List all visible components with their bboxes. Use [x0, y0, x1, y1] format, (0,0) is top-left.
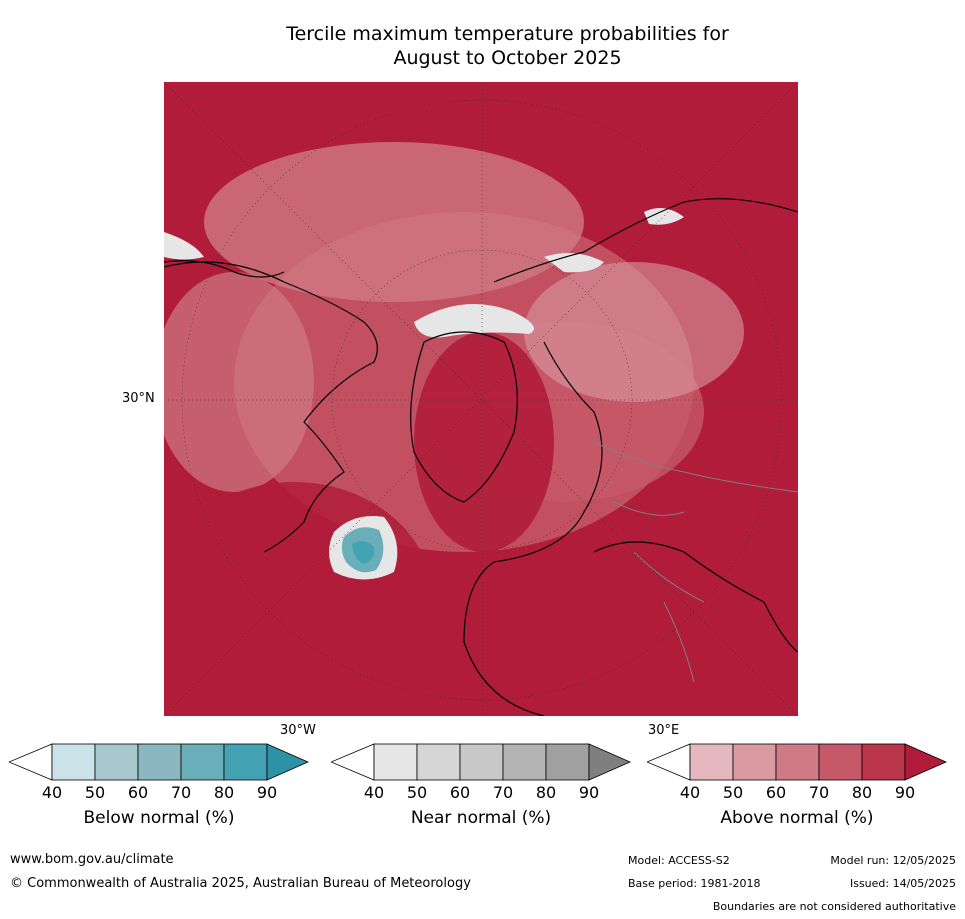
- tick-label: 50: [84, 783, 106, 802]
- cb1-seg-2: [94, 743, 139, 781]
- tick-label: 40: [679, 783, 701, 802]
- tick-label: 50: [722, 783, 744, 802]
- meridian-diag-2: [164, 82, 798, 716]
- colorbar-above-label: Above normal (%): [720, 808, 874, 828]
- coastline-eurasia: [463, 198, 798, 716]
- tick-label: 90: [578, 783, 600, 802]
- coastline-alaska: [164, 260, 285, 278]
- cb1-seg-3: [137, 743, 182, 781]
- coastline-greenland: [410, 331, 518, 503]
- tick-label: 40: [41, 783, 63, 802]
- tick-label: 90: [894, 783, 916, 802]
- cb1-seg-6: [266, 743, 309, 781]
- cb2-seg-0: [331, 743, 375, 781]
- tick-label: 90: [256, 783, 278, 802]
- probability-map: [164, 82, 798, 716]
- tick-label: 60: [127, 783, 149, 802]
- colorbar-near-ticks: 40 50 60 70 80 90: [331, 783, 631, 803]
- region-above-60-north: [204, 142, 584, 302]
- cb1-seg-1: [51, 743, 96, 781]
- colorbar-below-ticks: 40 50 60 70 80 90: [9, 783, 309, 803]
- colorbar-below-label: Below normal (%): [83, 808, 235, 828]
- base-period-text: Base period: 1981-2018: [628, 877, 761, 890]
- lat-label-30n: 30°N: [122, 391, 155, 406]
- graticule-circle-2: [181, 99, 783, 701]
- cb2-seg-3: [459, 743, 504, 781]
- cb1-seg-0: [9, 743, 53, 781]
- boundaries-disclaimer: Boundaries are not considered authoritat…: [712, 900, 956, 913]
- website-link[interactable]: www.bom.gov.au/climate: [10, 852, 174, 867]
- lon-label-30w: 30°W: [280, 723, 316, 738]
- colorbar-below-normal: [9, 743, 309, 781]
- region-europe: [534, 552, 798, 716]
- cb3-seg-1: [689, 743, 734, 781]
- colorbar-near-normal: [331, 743, 631, 781]
- cb2-seg-1: [373, 743, 418, 781]
- issued-text: Issued: 14/05/2025: [849, 877, 956, 890]
- model-run-text: Model run: 12/05/2025: [830, 854, 956, 867]
- tick-label: 80: [213, 783, 235, 802]
- tick-label: 40: [363, 783, 385, 802]
- country-boundaries: [593, 441, 798, 683]
- coastline-north-america: [164, 261, 378, 553]
- tick-label: 60: [765, 783, 787, 802]
- tick-label: 70: [170, 783, 192, 802]
- cb2-seg-2: [416, 743, 461, 781]
- cb3-seg-3: [775, 743, 820, 781]
- region-greenland: [414, 332, 554, 552]
- colorbar-above-normal: [647, 743, 947, 781]
- region-above-60-west: [164, 272, 314, 492]
- tick-label: 70: [492, 783, 514, 802]
- near-normal-siberia: [544, 253, 604, 273]
- model-text: Model: ACCESS-S2: [628, 854, 730, 867]
- colorbar-above-ticks: 40 50 60 70 80 90: [647, 783, 947, 803]
- cb1-seg-5: [223, 743, 268, 781]
- cb1-seg-4: [180, 743, 225, 781]
- tick-label: 80: [851, 783, 873, 802]
- tick-label: 80: [535, 783, 557, 802]
- cb3-seg-6: [904, 743, 947, 781]
- cb2-seg-6: [588, 743, 631, 781]
- cb3-seg-4: [818, 743, 863, 781]
- near-normal-alaska: [164, 232, 204, 260]
- copyright-text: © Commonwealth of Australia 2025, Austra…: [10, 876, 471, 891]
- below-normal-core: [352, 541, 375, 564]
- colorbar-near-label: Near normal (%): [410, 808, 552, 828]
- cb3-seg-0: [647, 743, 691, 781]
- region-above-50-east: [524, 262, 744, 402]
- tick-label: 70: [808, 783, 830, 802]
- chart-title: Tercile maximum temperature probabilitie…: [165, 22, 850, 70]
- near-normal-arctic-strip: [414, 304, 534, 338]
- cb3-seg-5: [861, 743, 906, 781]
- tick-label: 50: [406, 783, 428, 802]
- near-normal-east: [644, 208, 684, 225]
- cb2-seg-5: [545, 743, 590, 781]
- tick-label: 60: [449, 783, 471, 802]
- title-line-1: Tercile maximum temperature probabilitie…: [286, 23, 729, 45]
- title-line-2: August to October 2025: [393, 47, 622, 69]
- cb3-seg-2: [732, 743, 777, 781]
- lon-label-30e: 30°E: [648, 723, 680, 738]
- cb2-seg-4: [502, 743, 547, 781]
